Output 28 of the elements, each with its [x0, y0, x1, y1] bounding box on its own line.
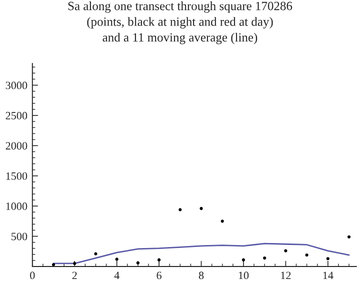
- x-tick-label: 10: [238, 272, 249, 280]
- y-tick-label: 3000: [6, 82, 28, 90]
- y-tick-label: 1500: [6, 172, 28, 180]
- x-tick-label: 2: [72, 272, 77, 280]
- point: [157, 258, 161, 262]
- x-tick-label: 14: [323, 272, 334, 280]
- x-tick-label: 12: [281, 272, 291, 280]
- x-tick-label: 4: [114, 272, 120, 280]
- x-tick-label: 0: [30, 272, 35, 280]
- chart-title: Sa along one transect through square 170286 (points, black at night and red at day) and a 11 moving average (line): [68, 1, 292, 44]
- y-tick-label: 2500: [6, 112, 28, 120]
- point: [178, 208, 182, 212]
- point: [200, 206, 203, 210]
- point: [263, 256, 266, 260]
- point: [136, 261, 140, 264]
- point: [347, 235, 351, 238]
- point: [220, 220, 224, 223]
- point: [94, 252, 98, 256]
- x-tick-label: 8: [198, 272, 204, 280]
- point: [284, 249, 288, 252]
- point: [115, 258, 118, 261]
- y-tick-label: 1000: [6, 202, 28, 210]
- y-tick-label: 500: [12, 232, 28, 240]
- x-tick-label: 6: [156, 272, 162, 280]
- point: [305, 253, 308, 257]
- y-tick-label: 2000: [6, 142, 28, 150]
- point: [326, 257, 330, 260]
- point: [242, 258, 246, 262]
